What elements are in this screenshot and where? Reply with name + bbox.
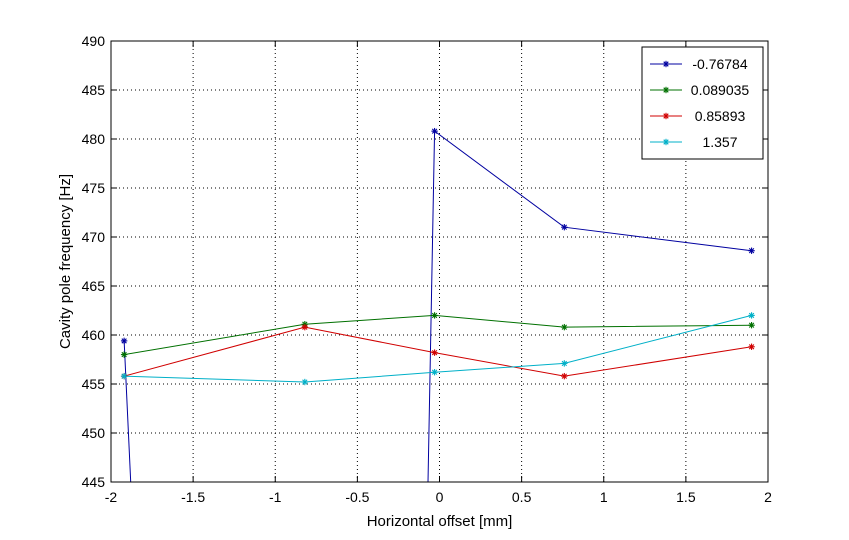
- legend-box: [641, 46, 764, 160]
- series-0: [120, 127, 755, 483]
- y-tick-label: 460: [82, 327, 106, 343]
- series-layer: [120, 127, 755, 483]
- y-tick-label: 465: [82, 278, 106, 294]
- y-tick-label: 475: [82, 180, 106, 196]
- series-line: [124, 314, 752, 383]
- y-tick-label: 445: [82, 474, 106, 490]
- x-tick-label: 1: [600, 489, 608, 505]
- legend-marker: [662, 138, 670, 146]
- x-tick-label: -1: [269, 489, 282, 505]
- series-line: [123, 130, 752, 483]
- series-2: [120, 323, 755, 380]
- legend-label: -0.76784: [692, 56, 747, 72]
- legend-label: 0.85893: [695, 108, 746, 124]
- y-tick-label: 470: [82, 229, 106, 245]
- data-point: [431, 349, 438, 356]
- series-line: [124, 314, 752, 356]
- x-tick-label: -2: [105, 489, 118, 505]
- data-point: [748, 312, 755, 319]
- data-point: [748, 322, 755, 329]
- legend-marker: [662, 86, 670, 94]
- data-point: [561, 372, 568, 380]
- y-axis-label: Cavity pole frequency [Hz]: [57, 174, 74, 349]
- data-point: [748, 247, 755, 254]
- y-tick-label: 480: [82, 131, 106, 147]
- data-point: [748, 343, 755, 350]
- data-point: [120, 372, 128, 380]
- legend-label: 0.089035: [691, 82, 750, 98]
- y-tick-label: 455: [82, 376, 106, 392]
- y-tick-label: 490: [82, 33, 106, 49]
- x-tick-label: -0.5: [345, 489, 369, 505]
- data-point: [301, 378, 309, 386]
- y-tick-label: 485: [82, 82, 106, 98]
- data-point: [561, 360, 568, 367]
- x-tick-label: 0.5: [512, 489, 532, 505]
- series-3: [120, 312, 755, 386]
- grid: [111, 41, 768, 482]
- x-tick-label: 1.5: [676, 489, 696, 505]
- data-point: [561, 224, 568, 231]
- data-point: [431, 312, 438, 319]
- legend: -0.76784 0.089035 0.85893 1.357: [641, 46, 764, 160]
- y-tick-label: 450: [82, 425, 106, 441]
- series-line: [124, 326, 752, 377]
- data-point: [431, 369, 438, 376]
- x-tick-label: 0: [436, 489, 444, 505]
- legend-item: 0.089035: [650, 82, 749, 98]
- legend-item: 1.357: [650, 134, 738, 150]
- legend-marker: [662, 60, 670, 68]
- data-point: [561, 323, 568, 331]
- legend-item: 0.85893: [650, 108, 746, 124]
- data-point: [120, 351, 128, 358]
- x-axis-label: Horizontal offset [mm]: [367, 513, 513, 530]
- x-tick-label: 2: [764, 489, 772, 505]
- data-point: [301, 323, 309, 331]
- x-tick-label: -1.5: [181, 489, 205, 505]
- data-point: [120, 337, 128, 345]
- legend-label: 1.357: [702, 134, 737, 150]
- legend-marker: [662, 112, 670, 120]
- axis-ticks: -2 -1.5 -1 -0.5 0 0.5 1 1.5 2 445 450 455 460 465 470 4…: [82, 33, 772, 505]
- legend-item: -0.76784: [650, 56, 748, 72]
- data-point: [431, 127, 438, 135]
